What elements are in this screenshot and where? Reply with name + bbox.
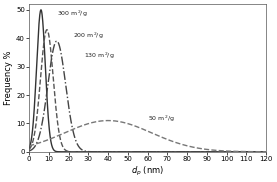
Y-axis label: Frequency %: Frequency % [4,51,13,105]
Text: 200 m$^2$/g: 200 m$^2$/g [73,31,103,41]
Text: 300 m$^2$/g: 300 m$^2$/g [57,8,87,19]
Text: 130 m$^2$/g: 130 m$^2$/g [84,51,115,61]
Text: 50 m$^2$/g: 50 m$^2$/g [148,113,174,124]
X-axis label: $d_p$ (nm): $d_p$ (nm) [131,165,164,178]
